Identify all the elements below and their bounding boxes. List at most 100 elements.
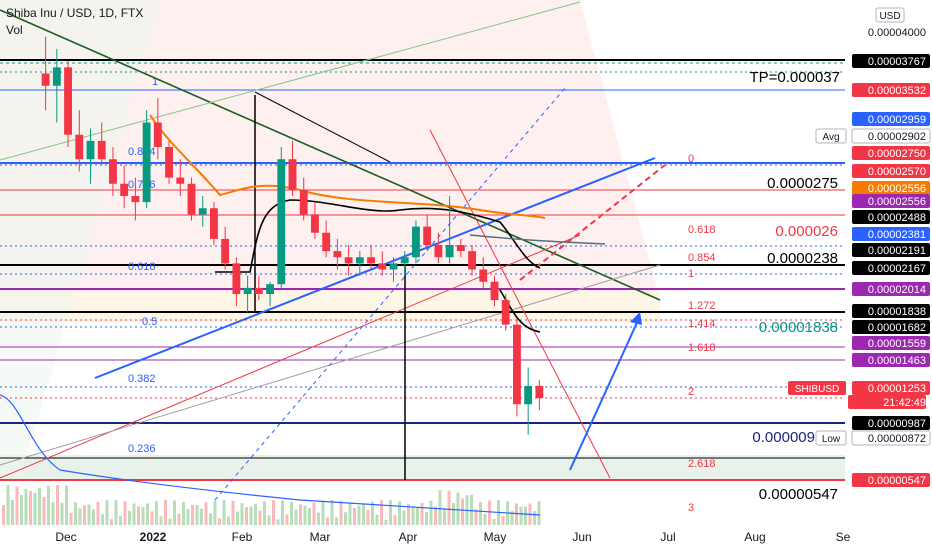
candle-body xyxy=(243,287,252,294)
level-label: 0.0000238 xyxy=(767,250,838,267)
candle-body xyxy=(299,189,308,215)
volume-bar xyxy=(2,505,5,525)
volume-bar xyxy=(195,505,199,525)
volume-bar xyxy=(254,503,257,525)
time-axis[interactable]: Dec 2022 Feb Mar Apr May Jun Jul Aug Se xyxy=(0,527,851,550)
price-tag xyxy=(852,473,930,487)
price-tag xyxy=(852,227,930,241)
volume-bar xyxy=(398,501,401,525)
uptrend-line xyxy=(94,157,656,379)
candle-body xyxy=(355,257,364,264)
fib-label-left: 1 xyxy=(152,76,158,88)
volume-bars xyxy=(0,394,541,525)
volume-bar xyxy=(501,515,505,525)
x-tick-label: Feb xyxy=(232,530,253,544)
volume-bar xyxy=(96,501,100,525)
candle-body xyxy=(277,159,286,285)
candle-body xyxy=(311,214,319,233)
axis-price: 0.00004000 xyxy=(868,27,926,39)
volume-bar xyxy=(83,505,86,525)
volume-bar xyxy=(308,508,311,525)
symbol-label: SHIBUSD xyxy=(795,384,839,395)
candle-body xyxy=(333,251,342,258)
volume-bar xyxy=(213,500,217,525)
annotations: TP=0.000037 0.0000275 0.000026 0.0000238 0.0… xyxy=(750,69,841,503)
candle-body xyxy=(266,284,274,294)
volume-bar xyxy=(159,516,163,525)
volume-bar xyxy=(366,509,370,525)
candle-body xyxy=(64,67,72,135)
volume-bar xyxy=(236,511,239,525)
level-label: 0.000026 xyxy=(775,223,838,240)
avg-label: Avg xyxy=(822,132,839,143)
price-tag-text: 0.00002959 xyxy=(868,114,926,126)
fib-shade-red xyxy=(0,0,660,300)
arrow-up xyxy=(569,315,641,471)
volume-bar xyxy=(272,500,275,525)
volume-bar xyxy=(182,502,185,525)
price-tag xyxy=(852,353,930,367)
volume-label: Vol xyxy=(6,23,23,37)
price-tag-text: 0.00001838 xyxy=(868,306,926,318)
price-tag-text: 0.00002556 xyxy=(868,196,926,208)
volume-bar xyxy=(461,498,464,525)
volume-bar xyxy=(317,512,320,525)
volume-bar xyxy=(276,519,280,525)
price-tag-text: 0.00000547 xyxy=(868,475,926,487)
price-tag-text: 0.00002381 xyxy=(868,229,926,241)
volume-bar xyxy=(204,502,208,525)
volume-bar xyxy=(29,491,32,525)
x-tick-label: 2022 xyxy=(140,530,167,544)
fib-label-left: 0.854 xyxy=(128,146,156,158)
price-tag-text: 0.00002902 xyxy=(868,131,926,143)
volume-bar xyxy=(483,513,487,525)
volume-bar xyxy=(479,501,482,525)
volume-bar xyxy=(6,485,10,525)
candles xyxy=(41,36,544,435)
candle-body xyxy=(445,245,454,258)
volume-bar xyxy=(263,501,266,525)
price-axis[interactable]: USD 0.00004000 0.00003767 0.00003532 0.00002… xyxy=(788,0,932,550)
x-tick-label: Se xyxy=(836,530,851,544)
volume-bar xyxy=(258,510,262,525)
candle-body xyxy=(479,269,488,282)
ma-slate xyxy=(469,234,606,245)
volume-bar xyxy=(200,508,203,525)
candle-body xyxy=(434,245,443,258)
volume-bar xyxy=(87,504,91,525)
volume-bar xyxy=(137,506,140,525)
price-tag-text: 0.00002750 xyxy=(868,148,926,160)
volume-bar xyxy=(47,485,50,525)
price-tag-text: 0.00001463 xyxy=(868,355,926,367)
volume-bar xyxy=(335,517,338,525)
fib-label-right: 0.854 xyxy=(688,252,716,264)
volume-bar xyxy=(357,505,361,525)
candle-body xyxy=(52,67,61,86)
price-tag-text: 0.00002570 xyxy=(868,166,926,178)
tp-label: TP=0.000037 xyxy=(750,69,841,86)
price-tag xyxy=(852,261,930,275)
volume-bar xyxy=(164,500,167,525)
volume-bar xyxy=(132,503,136,525)
candle-body xyxy=(41,73,50,86)
volume-bar xyxy=(114,500,118,525)
volume-bar xyxy=(146,503,149,525)
candle-body xyxy=(142,122,151,203)
volume-bar xyxy=(42,497,46,525)
volume-bar xyxy=(33,492,37,525)
price-tag xyxy=(852,336,930,350)
volume-bar xyxy=(510,511,514,525)
volume-bar xyxy=(105,500,109,525)
price-tag-text: 0.00001559 xyxy=(868,338,926,350)
low-label: Low xyxy=(822,434,841,445)
candle-body xyxy=(86,140,95,160)
volume-bar xyxy=(339,500,343,525)
candle-body xyxy=(109,159,117,184)
candle-body xyxy=(165,147,173,178)
price-tag xyxy=(852,210,930,224)
candle-body xyxy=(153,122,162,147)
fib-label-left: 0.236 xyxy=(128,443,156,455)
volume-bar xyxy=(312,502,316,525)
fib-label-right: 3 xyxy=(688,502,694,514)
